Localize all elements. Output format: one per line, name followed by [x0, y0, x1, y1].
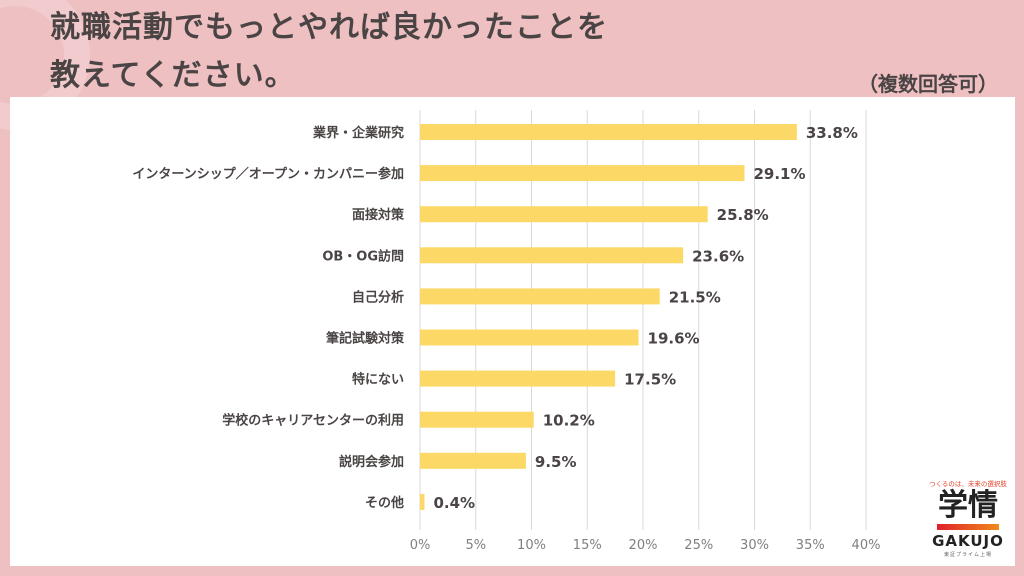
category-label: 説明会参加	[339, 454, 404, 470]
bar	[420, 165, 745, 182]
bar	[420, 493, 425, 510]
logo-subtext: 東証プライム上場	[944, 552, 992, 558]
category-label: 業界・企業研究	[312, 125, 404, 141]
data-label: 9.5%	[535, 453, 577, 471]
logo-gradient-bar	[937, 524, 999, 530]
data-label: 17.5%	[624, 371, 676, 389]
category-label: 筆記試験対策	[326, 331, 405, 347]
bar	[420, 288, 660, 305]
category-label: その他	[365, 495, 404, 511]
page-title: 就職活動でもっとやれば良かったことを 教えてください。	[50, 4, 608, 100]
bar	[420, 206, 708, 223]
category-label: 自己分析	[352, 289, 404, 305]
data-label: 33.8%	[806, 124, 858, 142]
data-label: 0.4%	[433, 494, 475, 512]
data-label: 23.6%	[692, 247, 744, 265]
bar	[420, 124, 797, 140]
bar	[420, 370, 616, 387]
bar	[420, 247, 684, 264]
logo-name-en: GAKUJO	[932, 532, 1004, 550]
title-line-2: 教えてください。	[50, 58, 296, 93]
logo-name-jp: 学情	[938, 488, 998, 523]
x-tick-label: 5%	[465, 538, 486, 553]
logo-tagline: つくるのは、未来の選択肢	[929, 480, 1007, 488]
x-tick-label: 35%	[796, 538, 825, 553]
data-label: 29.1%	[753, 165, 805, 183]
x-tick-labels: 0% 5% 10% 15% 20% 25% 30% 35% 40%	[410, 538, 881, 553]
bar	[420, 452, 526, 469]
category-label: インターンシップ／オープン・カンパニー参加	[132, 166, 404, 182]
data-label: 10.2%	[543, 412, 595, 430]
x-tick-label: 40%	[852, 538, 881, 553]
category-label: 面接対策	[352, 207, 405, 223]
data-label: 25.8%	[717, 206, 769, 224]
bar	[420, 411, 534, 428]
category-label: OB・OG訪問	[322, 248, 404, 264]
category-label: 学校のキャリアセンターの利用	[222, 413, 404, 429]
data-label: 19.6%	[648, 330, 700, 348]
gakujo-logo: つくるのは、未来の選択肢 学情 GAKUJO 東証プライム上場	[920, 478, 1016, 558]
data-label: 21.5%	[669, 288, 721, 306]
value-labels: 33.8% 29.1% 25.8% 23.6% 21.5% 19.6% 17.5% 10.2%…	[433, 124, 857, 512]
bars	[420, 124, 797, 510]
bar	[420, 329, 639, 346]
x-tick-label: 15%	[573, 538, 602, 553]
x-tick-label: 30%	[740, 538, 769, 553]
title-line-1: 就職活動でもっとやれば良かったことを	[50, 10, 608, 45]
x-tick-label: 25%	[684, 538, 713, 553]
category-label: 特にない	[352, 372, 404, 388]
x-tick-label: 10%	[517, 538, 546, 553]
x-tick-label: 20%	[629, 538, 658, 553]
x-tick-label: 0%	[410, 538, 431, 553]
multiple-answer-note: （複数回答可）	[858, 72, 998, 96]
